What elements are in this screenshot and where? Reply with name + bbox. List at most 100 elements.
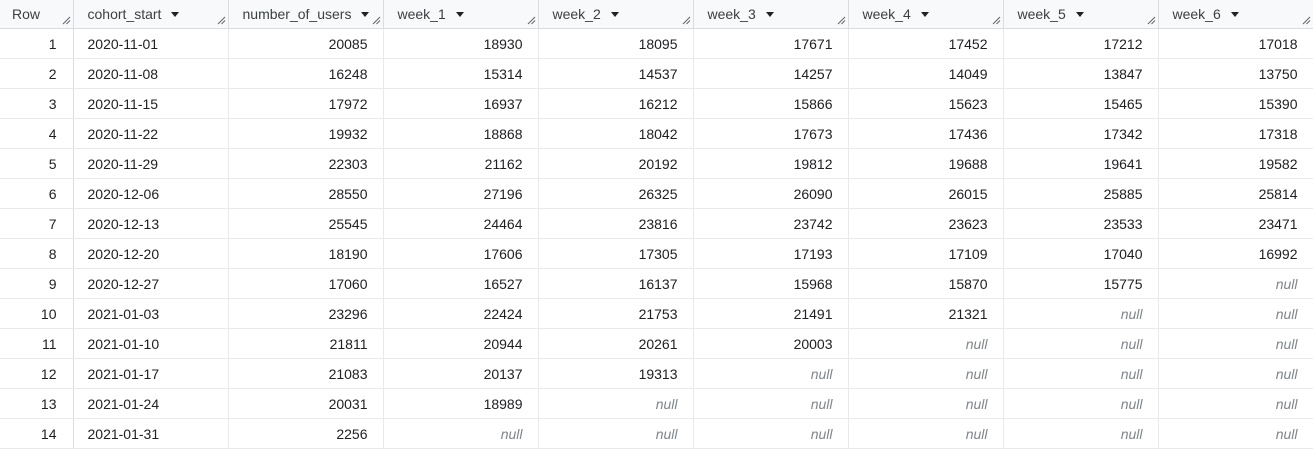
cell-week-4[interactable]: null: [848, 328, 1004, 359]
cell-week-3[interactable]: 20003: [693, 328, 849, 359]
cell-week-2[interactable]: 26325: [538, 178, 694, 209]
cell-cohort-start[interactable]: 2020-12-13: [73, 208, 229, 239]
cell-week-1[interactable]: 15314: [383, 58, 539, 89]
cell-row[interactable]: 10: [0, 298, 74, 329]
column-header-cohort-start[interactable]: cohort_start: [73, 0, 229, 29]
cell-week-3[interactable]: 15866: [693, 88, 849, 119]
cell-week-6[interactable]: null: [1158, 418, 1313, 449]
cell-week-5[interactable]: 25885: [1003, 178, 1159, 209]
caret-down-icon[interactable]: [765, 11, 774, 17]
cell-week-1[interactable]: 18930: [383, 28, 539, 59]
column-header-week-4[interactable]: week_4: [848, 0, 1004, 29]
cell-week-1[interactable]: 17606: [383, 238, 539, 269]
cell-week-1[interactable]: 16527: [383, 268, 539, 299]
cell-week-1[interactable]: null: [383, 418, 539, 449]
cell-week-5[interactable]: null: [1003, 418, 1159, 449]
column-header-week-1[interactable]: week_1: [383, 0, 539, 29]
cell-cohort-start[interactable]: 2021-01-10: [73, 328, 229, 359]
column-header-week-6[interactable]: week_6: [1158, 0, 1313, 29]
cell-row[interactable]: 7: [0, 208, 74, 239]
cell-number-of-users[interactable]: 19932: [228, 118, 384, 149]
table-row[interactable]: 11 2021-01-10 21811 20944 20261 20003 null null…: [0, 328, 1313, 359]
cell-row[interactable]: 3: [0, 88, 74, 119]
table-row[interactable]: 5 2020-11-29 22303 21162 20192 19812 19688 1964…: [0, 148, 1313, 179]
cell-week-1[interactable]: 27196: [383, 178, 539, 209]
cell-week-5[interactable]: 19641: [1003, 148, 1159, 179]
table-row[interactable]: 8 2020-12-20 18190 17606 17305 17193 17109 1704…: [0, 238, 1313, 269]
column-header-week-5[interactable]: week_5: [1003, 0, 1159, 29]
cell-row[interactable]: 9: [0, 268, 74, 299]
cell-cohort-start[interactable]: 2020-11-08: [73, 58, 229, 89]
cell-week-1[interactable]: 20137: [383, 358, 539, 389]
column-resize-handle-icon[interactable]: [991, 15, 1001, 25]
column-header-number-of-users[interactable]: number_of_users: [228, 0, 384, 29]
cell-week-5[interactable]: 23533: [1003, 208, 1159, 239]
cell-week-3[interactable]: 26090: [693, 178, 849, 209]
cell-row[interactable]: 8: [0, 238, 74, 269]
cell-week-2[interactable]: 18095: [538, 28, 694, 59]
cell-number-of-users[interactable]: 2256: [228, 418, 384, 449]
cell-row[interactable]: 13: [0, 388, 74, 419]
column-header-row[interactable]: Row: [0, 0, 74, 29]
column-resize-handle-icon[interactable]: [1146, 15, 1156, 25]
cell-number-of-users[interactable]: 20085: [228, 28, 384, 59]
cell-row[interactable]: 11: [0, 328, 74, 359]
cell-number-of-users[interactable]: 17060: [228, 268, 384, 299]
column-resize-handle-icon[interactable]: [1301, 15, 1311, 25]
cell-week-2[interactable]: 16137: [538, 268, 694, 299]
cell-cohort-start[interactable]: 2020-11-01: [73, 28, 229, 59]
cell-cohort-start[interactable]: 2020-12-20: [73, 238, 229, 269]
cell-week-3[interactable]: 17673: [693, 118, 849, 149]
cell-number-of-users[interactable]: 20031: [228, 388, 384, 419]
cell-week-1[interactable]: 18868: [383, 118, 539, 149]
cell-week-6[interactable]: null: [1158, 268, 1313, 299]
cell-week-4[interactable]: 15870: [848, 268, 1004, 299]
cell-number-of-users[interactable]: 28550: [228, 178, 384, 209]
cell-week-5[interactable]: 15465: [1003, 88, 1159, 119]
cell-week-1[interactable]: 18989: [383, 388, 539, 419]
cell-row[interactable]: 2: [0, 58, 74, 89]
cell-week-1[interactable]: 20944: [383, 328, 539, 359]
column-header-week-2[interactable]: week_2: [538, 0, 694, 29]
table-row[interactable]: 13 2021-01-24 20031 18989 null null null null nu…: [0, 388, 1313, 419]
cell-week-6[interactable]: 25814: [1158, 178, 1313, 209]
cell-week-6[interactable]: 19582: [1158, 148, 1313, 179]
cell-week-2[interactable]: 20192: [538, 148, 694, 179]
cell-number-of-users[interactable]: 17972: [228, 88, 384, 119]
column-header-week-3[interactable]: week_3: [693, 0, 849, 29]
caret-down-icon[interactable]: [610, 11, 619, 17]
cell-cohort-start[interactable]: 2020-11-15: [73, 88, 229, 119]
cell-week-2[interactable]: 21753: [538, 298, 694, 329]
cell-week-1[interactable]: 22424: [383, 298, 539, 329]
cell-week-1[interactable]: 16937: [383, 88, 539, 119]
table-row[interactable]: 6 2020-12-06 28550 27196 26325 26090 26015 2588…: [0, 178, 1313, 209]
cell-row[interactable]: 12: [0, 358, 74, 389]
caret-down-icon[interactable]: [171, 11, 180, 17]
cell-cohort-start[interactable]: 2020-11-29: [73, 148, 229, 179]
cell-number-of-users[interactable]: 21083: [228, 358, 384, 389]
cell-cohort-start[interactable]: 2021-01-03: [73, 298, 229, 329]
cell-week-6[interactable]: 13750: [1158, 58, 1313, 89]
cell-week-6[interactable]: 16992: [1158, 238, 1313, 269]
cell-week-5[interactable]: null: [1003, 388, 1159, 419]
cell-week-2[interactable]: 16212: [538, 88, 694, 119]
table-row[interactable]: 3 2020-11-15 17972 16937 16212 15866 15623 1546…: [0, 88, 1313, 119]
cell-number-of-users[interactable]: 23296: [228, 298, 384, 329]
table-row[interactable]: 14 2021-01-31 2256 null null null null null null: [0, 418, 1313, 449]
cell-week-3[interactable]: null: [693, 418, 849, 449]
column-resize-handle-icon[interactable]: [216, 15, 226, 25]
cell-cohort-start[interactable]: 2021-01-17: [73, 358, 229, 389]
cell-cohort-start[interactable]: 2021-01-24: [73, 388, 229, 419]
column-resize-handle-icon[interactable]: [526, 15, 536, 25]
cell-week-4[interactable]: 17436: [848, 118, 1004, 149]
cell-cohort-start[interactable]: 2020-12-06: [73, 178, 229, 209]
caret-down-icon[interactable]: [455, 11, 464, 17]
cell-week-6[interactable]: null: [1158, 328, 1313, 359]
cell-week-4[interactable]: 19688: [848, 148, 1004, 179]
cell-week-2[interactable]: null: [538, 388, 694, 419]
cell-week-2[interactable]: 18042: [538, 118, 694, 149]
cell-week-5[interactable]: 17212: [1003, 28, 1159, 59]
cell-cohort-start[interactable]: 2020-11-22: [73, 118, 229, 149]
cell-week-3[interactable]: null: [693, 358, 849, 389]
cell-row[interactable]: 5: [0, 148, 74, 179]
